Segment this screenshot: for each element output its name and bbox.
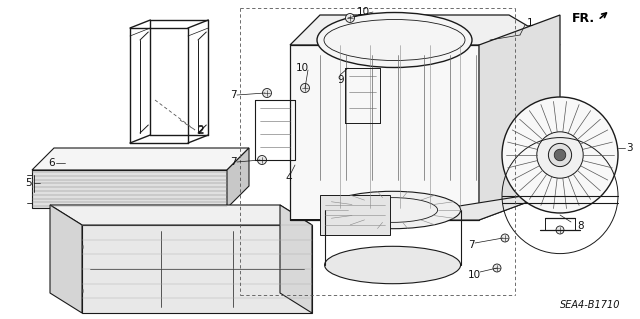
Text: 5: 5: [26, 178, 32, 188]
Polygon shape: [479, 15, 560, 220]
Polygon shape: [290, 45, 479, 220]
Ellipse shape: [324, 246, 461, 284]
Polygon shape: [320, 195, 390, 235]
Circle shape: [69, 240, 83, 254]
Text: 8: 8: [577, 221, 584, 231]
Text: 7: 7: [230, 90, 237, 100]
Text: 2: 2: [197, 125, 204, 135]
Circle shape: [301, 84, 310, 93]
Polygon shape: [82, 225, 312, 313]
Text: 6: 6: [49, 158, 55, 168]
Circle shape: [556, 226, 564, 234]
Text: 9: 9: [337, 75, 344, 85]
Circle shape: [257, 155, 266, 165]
Circle shape: [548, 144, 572, 167]
Text: 4: 4: [285, 173, 292, 183]
Polygon shape: [227, 148, 249, 208]
Text: 10: 10: [468, 270, 481, 280]
Circle shape: [554, 149, 566, 161]
Text: 7: 7: [230, 157, 237, 167]
Ellipse shape: [317, 12, 472, 68]
Text: 10: 10: [296, 63, 309, 73]
Ellipse shape: [324, 191, 461, 229]
Text: FR.: FR.: [572, 11, 595, 25]
Circle shape: [501, 234, 509, 242]
Circle shape: [493, 264, 501, 272]
Text: 1: 1: [527, 18, 534, 28]
Text: 3: 3: [626, 143, 632, 153]
Polygon shape: [290, 15, 560, 45]
Text: 2: 2: [197, 126, 204, 136]
Polygon shape: [32, 148, 249, 170]
Circle shape: [262, 88, 271, 98]
Text: SEA4-B1710: SEA4-B1710: [559, 300, 620, 310]
Circle shape: [346, 13, 355, 23]
Polygon shape: [280, 205, 312, 313]
Polygon shape: [50, 205, 82, 313]
Polygon shape: [290, 190, 560, 220]
Text: 7: 7: [468, 240, 475, 250]
Circle shape: [502, 97, 618, 213]
Polygon shape: [32, 170, 227, 208]
Polygon shape: [50, 205, 312, 225]
Circle shape: [537, 132, 583, 178]
Circle shape: [69, 284, 83, 298]
Text: 10: 10: [357, 7, 370, 17]
